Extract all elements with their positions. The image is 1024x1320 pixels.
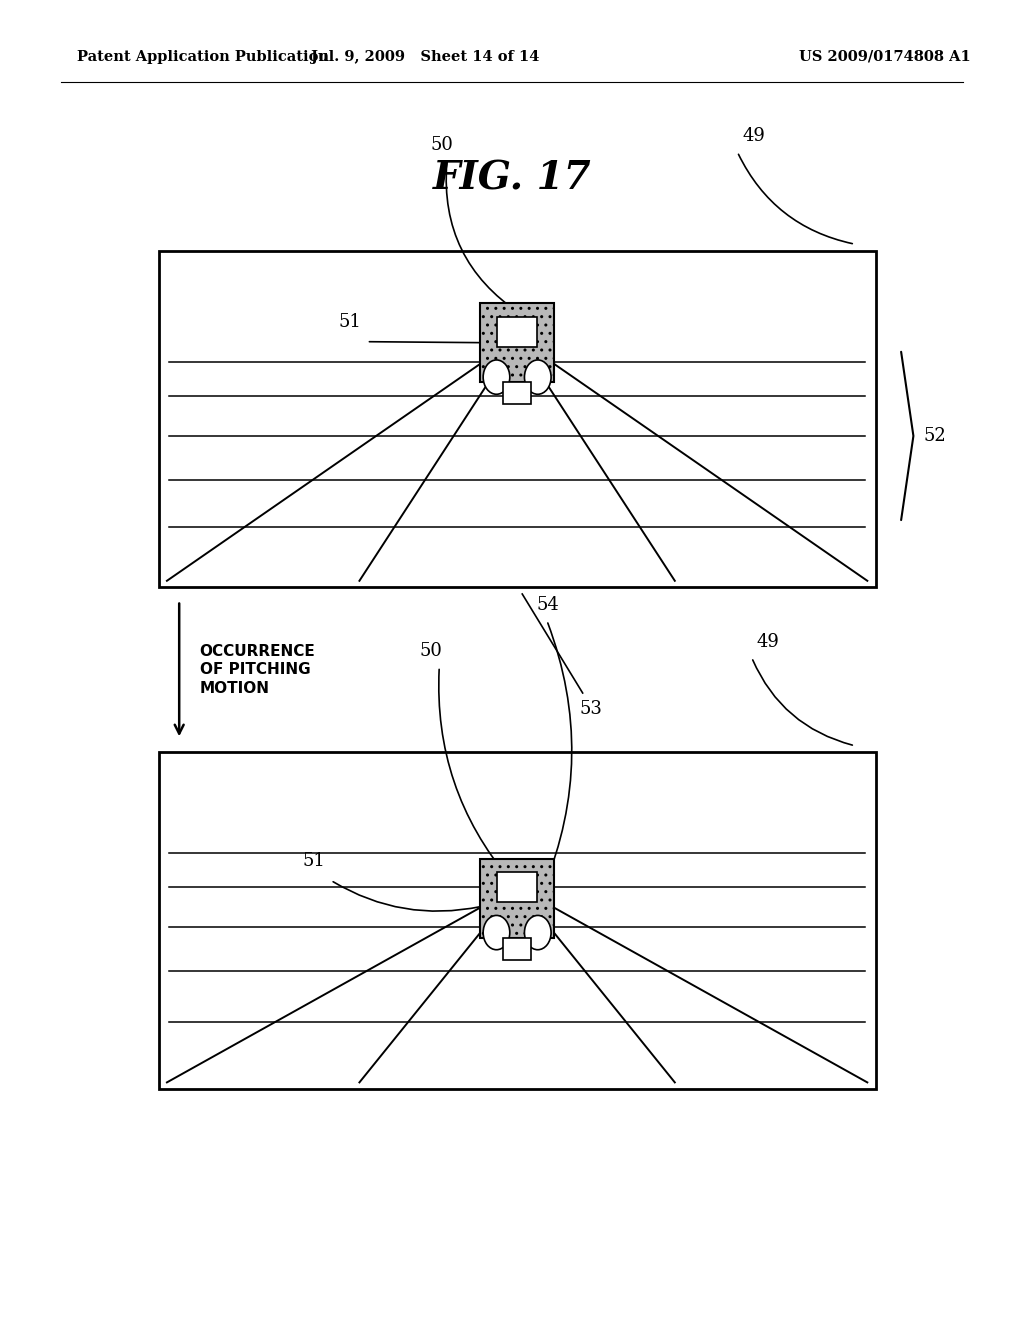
Bar [497, 317, 538, 347]
Text: 52: 52 [924, 426, 946, 445]
Text: 53: 53 [580, 700, 602, 718]
Circle shape [483, 916, 510, 950]
Text: FIG. 17: FIG. 17 [433, 160, 591, 197]
Text: US 2009/0174808 A1: US 2009/0174808 A1 [799, 50, 971, 63]
Text: 50: 50 [430, 136, 454, 154]
Bar [159, 752, 876, 1089]
Text: 51: 51 [303, 851, 326, 870]
Bar [503, 383, 531, 404]
Bar [503, 937, 531, 960]
Text: 54: 54 [537, 595, 559, 614]
Circle shape [524, 360, 551, 395]
Text: 50: 50 [420, 642, 442, 660]
Bar [480, 304, 554, 383]
Text: Jul. 9, 2009   Sheet 14 of 14: Jul. 9, 2009 Sheet 14 of 14 [310, 50, 540, 63]
Text: 51: 51 [339, 313, 361, 331]
Circle shape [483, 360, 510, 395]
Bar [497, 873, 538, 902]
Bar [159, 251, 876, 587]
Text: 49: 49 [757, 632, 779, 651]
Text: OCCURRENCE
OF PITCHING
MOTION: OCCURRENCE OF PITCHING MOTION [200, 644, 315, 696]
Text: Patent Application Publication: Patent Application Publication [77, 50, 329, 63]
Circle shape [524, 916, 551, 950]
Bar [480, 858, 554, 937]
Text: 49: 49 [742, 127, 765, 145]
